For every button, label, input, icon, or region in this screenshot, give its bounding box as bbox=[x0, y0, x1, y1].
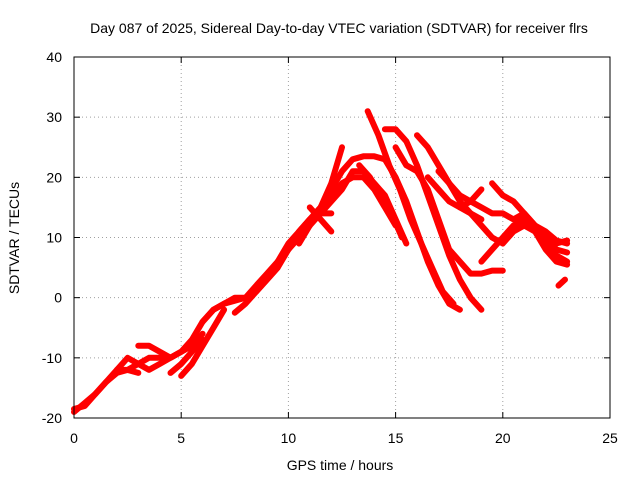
series-track-6 bbox=[178, 306, 228, 379]
axis-ticks: 0 5 10 15 20 25 -20 -10 0 10 20 30 40 bbox=[42, 49, 618, 446]
y-tick-label: 20 bbox=[46, 169, 62, 185]
x-tick-label: 0 bbox=[70, 430, 78, 446]
x-tick-label: 5 bbox=[177, 430, 185, 446]
series-track-17 bbox=[392, 144, 506, 277]
y-tick-label: 0 bbox=[54, 290, 62, 306]
series-track-21 bbox=[456, 186, 485, 211]
y-tick-label: 10 bbox=[46, 230, 62, 246]
chart-title: Day 087 of 2025, Sidereal Day-to-day VTE… bbox=[90, 20, 588, 36]
series-track-24 bbox=[521, 216, 571, 265]
series-track-13 bbox=[306, 204, 335, 235]
y-axis-label: SDTVAR / TECUs bbox=[6, 182, 22, 294]
series-track-7 bbox=[199, 294, 249, 325]
x-axis-label: GPS time / hours bbox=[287, 457, 394, 473]
y-tick-label: -20 bbox=[42, 410, 62, 426]
grid-lines bbox=[74, 57, 610, 418]
series-track-5 bbox=[167, 336, 206, 376]
y-tick-label: -10 bbox=[42, 350, 62, 366]
series-track-14 bbox=[364, 108, 457, 307]
data-series bbox=[71, 108, 571, 415]
y-tick-label: 30 bbox=[46, 109, 62, 125]
series-track-16 bbox=[356, 162, 405, 241]
y-tick-label: 40 bbox=[46, 49, 62, 65]
x-tick-label: 15 bbox=[388, 430, 404, 446]
x-tick-label: 25 bbox=[602, 430, 618, 446]
series-track-25 bbox=[555, 276, 568, 289]
x-tick-label: 10 bbox=[281, 430, 297, 446]
x-tick-label: 20 bbox=[495, 430, 511, 446]
series-track-2 bbox=[71, 366, 142, 415]
series-track-4 bbox=[135, 330, 206, 361]
